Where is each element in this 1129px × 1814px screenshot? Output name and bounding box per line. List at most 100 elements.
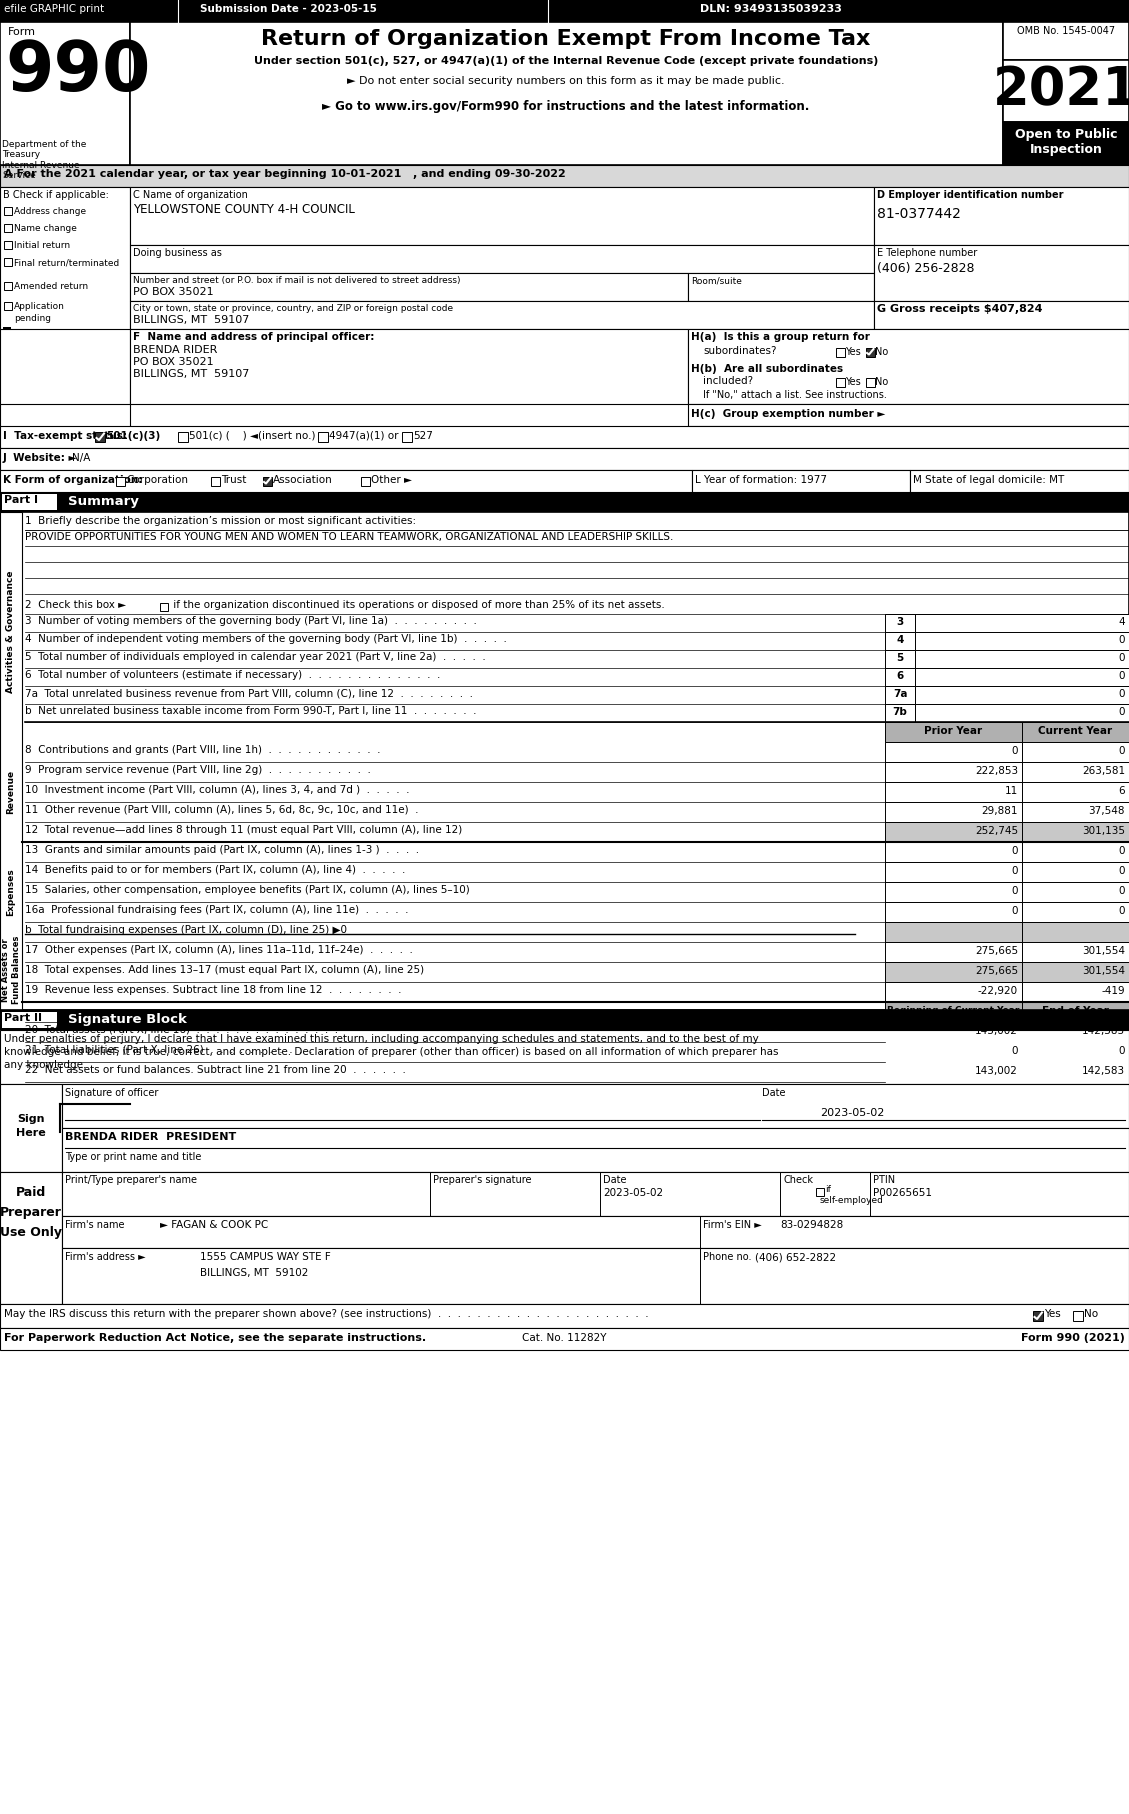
Bar — [885, 882, 1022, 902]
Text: BRENDA RIDER  PRESIDENT: BRENDA RIDER PRESIDENT — [65, 1132, 236, 1143]
Text: Print/Type preparer's name: Print/Type preparer's name — [65, 1175, 196, 1185]
Bar — [210, 477, 219, 486]
Bar — [0, 492, 1129, 512]
Text: subordinates?: subordinates? — [703, 346, 777, 356]
Text: 501(c)(3): 501(c)(3) — [106, 432, 160, 441]
Text: Firm's name: Firm's name — [65, 1221, 124, 1230]
Text: BRENDA RIDER: BRENDA RIDER — [133, 345, 218, 356]
Bar — [2, 493, 56, 510]
Bar — [885, 782, 1022, 802]
Text: 21  Total liabilities (Part X, line 26)  .  .  .  .  .  .  .  .  .  .  .  .  .  : 21 Total liabilities (Part X, line 26) .… — [25, 1045, 342, 1056]
Text: (406) 256-2828: (406) 256-2828 — [877, 261, 974, 276]
Text: Use Only: Use Only — [0, 1226, 62, 1239]
Bar — [885, 1001, 1022, 1021]
Text: BILLINGS, MT  59107: BILLINGS, MT 59107 — [133, 368, 250, 379]
Text: Yes: Yes — [844, 346, 860, 357]
Bar — [1022, 862, 1129, 882]
Text: 15  Salaries, other compensation, employee benefits (Part IX, column (A), lines : 15 Salaries, other compensation, employe… — [25, 885, 470, 894]
Text: 143,002: 143,002 — [975, 1067, 1018, 1076]
Text: self-employed: self-employed — [820, 1195, 884, 1204]
Text: Date: Date — [603, 1175, 627, 1185]
Text: 2  Check this box ►: 2 Check this box ► — [25, 600, 126, 610]
Text: 11  Other revenue (Part VIII, column (A), lines 5, 6d, 8c, 9c, 10c, and 11e)  .: 11 Other revenue (Part VIII, column (A),… — [25, 805, 419, 814]
Text: Number and street (or P.O. box if mail is not delivered to street address): Number and street (or P.O. box if mail i… — [133, 276, 461, 285]
Text: May the IRS discuss this return with the preparer shown above? (see instructions: May the IRS discuss this return with the… — [5, 1310, 649, 1319]
Text: Under penalties of perjury, I declare that I have examined this return, includin: Under penalties of perjury, I declare th… — [5, 1034, 759, 1045]
Text: Summary: Summary — [68, 495, 139, 508]
Text: 301,135: 301,135 — [1082, 825, 1124, 836]
Bar — [885, 981, 1022, 1001]
Text: 14  Benefits paid to or for members (Part IX, column (A), line 4)  .  .  .  .  .: 14 Benefits paid to or for members (Part… — [25, 865, 405, 874]
Text: J  Website: ►: J Website: ► — [3, 454, 78, 463]
Text: efile GRAPHIC print: efile GRAPHIC print — [5, 4, 104, 15]
Text: 252,745: 252,745 — [974, 825, 1018, 836]
Bar — [885, 922, 1022, 941]
Bar — [885, 902, 1022, 922]
Text: 2021: 2021 — [992, 63, 1129, 116]
Bar — [885, 613, 914, 631]
Text: Address change: Address change — [14, 207, 86, 216]
Bar — [115, 477, 124, 486]
Bar — [885, 631, 914, 649]
Text: BILLINGS, MT  59107: BILLINGS, MT 59107 — [133, 316, 250, 325]
Text: Part II: Part II — [5, 1012, 42, 1023]
Bar — [0, 1328, 1129, 1350]
Bar — [1022, 902, 1129, 922]
Bar — [1022, 842, 1129, 862]
Text: 10  Investment income (Part VIII, column (A), lines 3, 4, and 7d )  .  .  .  .  : 10 Investment income (Part VIII, column … — [25, 785, 410, 795]
Text: 0: 0 — [1119, 885, 1124, 896]
Bar — [160, 602, 168, 611]
Text: 142,583: 142,583 — [1082, 1067, 1124, 1076]
Text: 5  Total number of individuals employed in calendar year 2021 (Part V, line 2a) : 5 Total number of individuals employed i… — [25, 651, 485, 662]
Bar — [0, 426, 1129, 448]
Bar — [1022, 802, 1129, 822]
Text: 301,554: 301,554 — [1082, 967, 1124, 976]
Bar — [1022, 762, 1129, 782]
Bar — [0, 1030, 1129, 1085]
Text: 0: 0 — [1119, 653, 1124, 662]
Text: Activities & Governance: Activities & Governance — [7, 571, 16, 693]
Text: 18  Total expenses. Add lines 13–17 (must equal Part IX, column (A), line 25): 18 Total expenses. Add lines 13–17 (must… — [25, 965, 425, 974]
Text: 12  Total revenue—add lines 8 through 11 (must equal Part VIII, column (A), line: 12 Total revenue—add lines 8 through 11 … — [25, 825, 462, 834]
Bar — [1022, 922, 1129, 941]
Text: 301,554: 301,554 — [1082, 945, 1124, 956]
Text: D Employer identification number: D Employer identification number — [877, 190, 1064, 200]
Bar — [688, 405, 1129, 426]
Bar — [2, 1012, 56, 1029]
Bar — [130, 301, 874, 328]
Text: Check: Check — [784, 1175, 813, 1185]
Text: Date: Date — [762, 1088, 786, 1097]
Bar — [1073, 1312, 1083, 1321]
Bar — [914, 686, 1129, 704]
Bar — [0, 470, 692, 492]
Text: Preparer's signature: Preparer's signature — [434, 1175, 532, 1185]
Bar — [0, 512, 1129, 1010]
Bar — [0, 1172, 62, 1304]
Bar — [402, 432, 412, 443]
Bar — [130, 245, 874, 272]
Text: Revenue: Revenue — [7, 769, 16, 814]
Text: H(a)  Is this a group return for: H(a) Is this a group return for — [691, 332, 869, 343]
Text: Under section 501(c), 527, or 4947(a)(1) of the Internal Revenue Code (except pr: Under section 501(c), 527, or 4947(a)(1)… — [254, 56, 878, 65]
Text: Doing business as: Doing business as — [133, 249, 222, 258]
Bar — [914, 668, 1129, 686]
Text: (406) 652-2822: (406) 652-2822 — [755, 1252, 837, 1263]
Text: 81-0377442: 81-0377442 — [877, 207, 961, 221]
Bar — [835, 348, 844, 357]
Text: Firm's address ►: Firm's address ► — [65, 1252, 146, 1263]
Bar — [1003, 60, 1129, 122]
Text: included?: included? — [703, 375, 753, 386]
Bar — [885, 1041, 1022, 1061]
Text: N/A: N/A — [72, 454, 90, 463]
Bar — [1022, 961, 1129, 981]
Text: 29,881: 29,881 — [981, 805, 1018, 816]
Text: 0: 0 — [1012, 1047, 1018, 1056]
Text: Final return/terminated: Final return/terminated — [14, 258, 120, 267]
Bar — [263, 477, 271, 486]
Text: 20  Total assets (Part X, line 16)  .  .  .  .  .  .  .  .  .  .  .  .  .  .  .: 20 Total assets (Part X, line 16) . . . … — [25, 1025, 338, 1036]
Text: H(b)  Are all subordinates: H(b) Are all subordinates — [691, 365, 843, 374]
Text: Yes: Yes — [844, 377, 860, 386]
Bar — [874, 187, 1129, 245]
Text: YELLOWSTONE COUNTY 4-H COUNCIL: YELLOWSTONE COUNTY 4-H COUNCIL — [133, 203, 355, 216]
Bar — [1022, 722, 1129, 742]
